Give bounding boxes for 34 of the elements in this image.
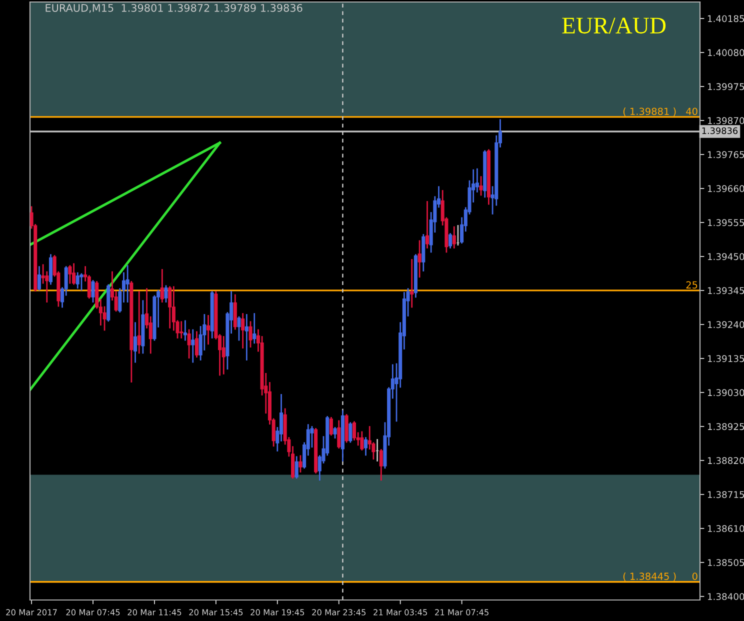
y-tick-label: 1.39030 [708,389,744,396]
y-tick-label: 1.39345 [708,287,744,294]
x-tick-label: 20 Mar 07:45 [66,609,120,616]
y-tick-label: 1.39450 [708,253,744,260]
y-tick-label: 1.40080 [708,49,744,56]
y-tick-label: 1.39660 [708,185,744,192]
ref-line-label: ( 1.38445 ) [623,572,676,582]
y-tick-label: 1.38820 [708,457,744,464]
ref-line-label: ( 1.39881 ) [623,108,676,116]
y-tick-label: 1.38715 [708,491,744,498]
y-tick-label: 1.39555 [708,219,744,226]
x-tick-label: 20 Mar 19:45 [250,609,304,616]
y-tick-label: 1.38610 [708,525,744,532]
y-tick-label: 1.38505 [708,559,744,566]
chart-title: EURAUD,M15 1.39801 1.39872 1.39789 1.39836 [46,4,302,13]
x-tick-label: 21 Mar 07:45 [435,609,488,616]
annotation: 25 [686,281,698,289]
x-tick-label: 20 Mar 11:45 [128,609,182,616]
x-tick-label: 20 Mar 2017 [6,609,57,616]
y-tick-label: 1.39870 [708,117,744,124]
x-tick-label: 21 Mar 03:45 [374,609,427,616]
y-tick-label: 1.39765 [708,151,744,158]
ref-line-label: 1.39836 [702,127,738,134]
y-tick-label: 1.40185 [708,15,744,22]
y-tick-label: 1.39975 [708,83,744,90]
y-tick-label: 1.39240 [708,321,744,328]
annotation: 0 [692,572,698,580]
y-tick-label: 1.38400 [708,593,744,600]
annotation: 40 [686,108,698,116]
x-tick-label: 20 Mar 15:45 [189,609,243,616]
y-tick-label: 1.38925 [708,423,744,430]
y-tick-label: 1.39135 [708,355,744,362]
x-tick-label: 20 Mar 23:45 [312,609,366,616]
text: EUR/AUD [562,18,666,34]
